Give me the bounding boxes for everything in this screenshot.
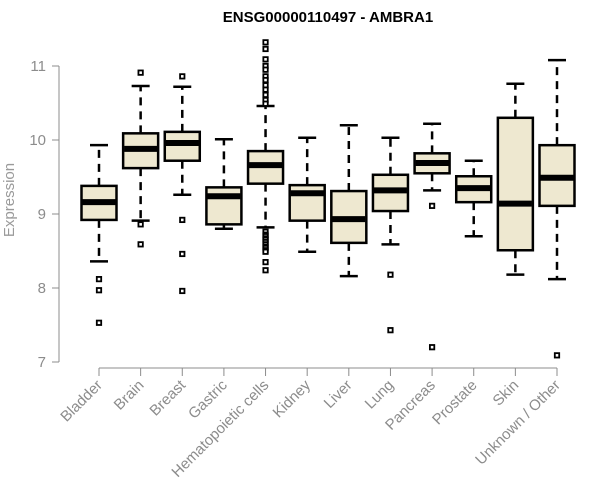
box-unknown-other — [538, 58, 576, 359]
y-axis-label: Expression — [1, 163, 18, 237]
outlier-point — [95, 319, 103, 326]
outlier-point — [137, 221, 144, 228]
outlier-point — [262, 56, 269, 63]
iqr-box — [205, 186, 243, 226]
outlier-point — [262, 100, 269, 107]
x-tick-label: Bladder — [57, 377, 106, 426]
outlier-point — [428, 202, 436, 209]
y-tick-label: 10 — [29, 132, 46, 149]
outlier-point — [179, 287, 186, 295]
outlier-point — [262, 91, 269, 98]
box-pancreas — [413, 122, 451, 351]
outlier-point — [262, 248, 269, 255]
box-lung — [371, 136, 410, 334]
outlier-point — [262, 267, 269, 274]
outlier-point — [553, 352, 561, 359]
y-axis: 7 8 9 10 11 — [29, 58, 60, 371]
box-skin — [496, 82, 535, 276]
outlier-point — [179, 73, 186, 80]
x-tick-label: Brain — [111, 377, 148, 414]
box-prostate — [454, 159, 493, 238]
outlier-point — [428, 344, 436, 351]
box-hematopoietic-cells — [246, 39, 285, 274]
outlier-point — [137, 241, 144, 248]
y-tick-label: 9 — [38, 206, 46, 223]
box-gastric — [205, 138, 243, 231]
outlier-point — [262, 86, 269, 93]
outlier-point — [137, 69, 144, 76]
x-tick-label: Skin — [490, 377, 523, 410]
y-tick-label: 8 — [38, 280, 46, 297]
x-tick-label: Kidney — [270, 376, 315, 421]
y-tick-label: 7 — [38, 354, 46, 371]
boxes-group — [80, 39, 576, 359]
chart-title: ENSG00000110497 - AMBRA1 — [223, 9, 433, 26]
box-breast — [163, 73, 202, 295]
outlier-point — [262, 39, 269, 46]
outlier-point — [95, 276, 103, 283]
iqr-box — [163, 130, 202, 162]
x-tick-label: Prostate — [429, 377, 481, 429]
iqr-box — [496, 116, 535, 252]
outlier-point — [262, 66, 269, 73]
outlier-point — [179, 250, 186, 258]
outlier-point — [262, 258, 269, 266]
x-tick-label: Breast — [146, 376, 189, 419]
box-bladder — [80, 143, 118, 326]
x-tick-label: Lung — [362, 377, 398, 413]
outlier-point — [387, 271, 394, 278]
outlier-point — [262, 76, 269, 84]
box-liver — [330, 123, 368, 278]
outlier-point — [387, 327, 394, 334]
box-brain — [121, 69, 160, 248]
y-tick-label: 11 — [30, 58, 46, 75]
x-tick-label: Liver — [321, 377, 356, 412]
box-kidney — [288, 136, 326, 253]
outlier-point — [179, 216, 186, 224]
outlier-point — [95, 287, 103, 294]
outlier-point — [262, 45, 269, 53]
